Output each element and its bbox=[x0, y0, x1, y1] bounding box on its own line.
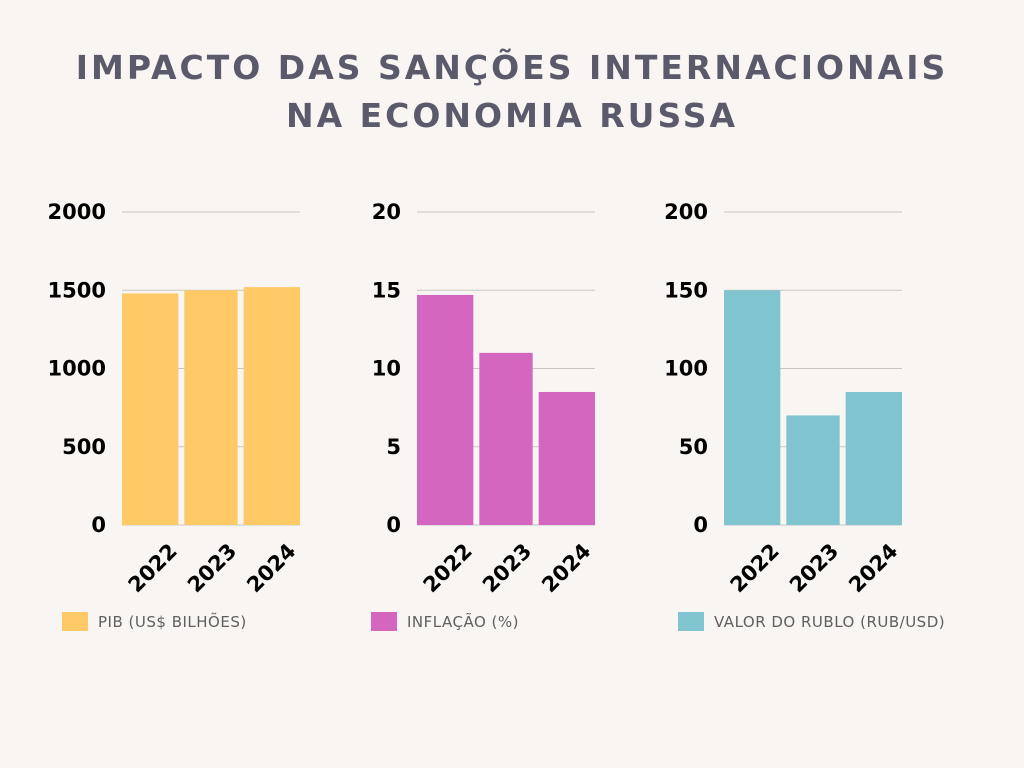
chart-panel-3: 0 50 100 150 200 2022 2023 2024 VALOR DO RUBLO (… bbox=[664, 200, 945, 631]
chart-panel-2: 0 5 10 15 20 2022 2023 2024 INFLAÇÃO (%) bbox=[371, 200, 596, 631]
legend: PIB (US$ BILHÕES) bbox=[62, 612, 247, 631]
x-tick-label: 2024 bbox=[844, 539, 902, 597]
legend-swatch bbox=[62, 612, 88, 631]
y-tick-label: 2000 bbox=[48, 200, 106, 224]
y-tick-label: 10 bbox=[372, 357, 401, 381]
y-tick-label: 500 bbox=[62, 435, 106, 459]
bar bbox=[724, 290, 781, 525]
y-tick-label: 15 bbox=[372, 278, 401, 302]
chart-title-line-2: NA ECONOMIA RUSSA bbox=[285, 96, 739, 135]
bar bbox=[417, 294, 474, 525]
y-tick-label: 200 bbox=[664, 200, 708, 224]
legend-label: PIB (US$ BILHÕES) bbox=[98, 612, 247, 631]
legend: INFLAÇÃO (%) bbox=[371, 612, 519, 631]
bar bbox=[479, 352, 533, 525]
y-tick-label: 50 bbox=[679, 435, 708, 459]
x-tick-label: 2024 bbox=[537, 539, 595, 597]
bar bbox=[122, 293, 179, 525]
bar bbox=[786, 415, 840, 525]
y-tick-label: 0 bbox=[386, 513, 401, 537]
chart-title-line-1: IMPACTO DAS SANÇÕES INTERNACIONAIS bbox=[75, 48, 949, 87]
x-tick-label: 2022 bbox=[124, 539, 182, 597]
y-tick-label: 0 bbox=[91, 513, 106, 537]
x-tick-label: 2022 bbox=[419, 539, 477, 597]
y-tick-label: 0 bbox=[693, 513, 708, 537]
y-tick-label: 5 bbox=[386, 435, 401, 459]
x-tick-label: 2023 bbox=[183, 539, 241, 597]
x-tick-label: 2023 bbox=[478, 539, 536, 597]
x-tick-label: 2023 bbox=[785, 539, 843, 597]
y-tick-label: 1500 bbox=[48, 278, 106, 302]
bar bbox=[243, 287, 300, 525]
chart-panel-1: 0 500 1000 1500 2000 2022 2023 2024 PIB (US$ BIL… bbox=[48, 200, 301, 631]
x-tick-label: 2022 bbox=[726, 539, 784, 597]
y-tick-label: 1000 bbox=[48, 357, 106, 381]
y-tick-label: 20 bbox=[372, 200, 401, 224]
y-tick-label: 150 bbox=[664, 278, 708, 302]
legend-label: VALOR DO RUBLO (RUB/USD) bbox=[714, 613, 945, 631]
legend-swatch bbox=[678, 612, 704, 631]
x-tick-label: 2024 bbox=[242, 539, 300, 597]
bar bbox=[538, 391, 595, 525]
chart-title: IMPACTO DAS SANÇÕES INTERNACIONAIS NA EC… bbox=[0, 44, 1024, 140]
y-tick-label: 100 bbox=[664, 357, 708, 381]
legend-label: INFLAÇÃO (%) bbox=[407, 612, 519, 631]
bar bbox=[184, 290, 238, 525]
legend: VALOR DO RUBLO (RUB/USD) bbox=[678, 612, 945, 631]
legend-swatch bbox=[371, 612, 397, 631]
bar bbox=[845, 391, 902, 525]
